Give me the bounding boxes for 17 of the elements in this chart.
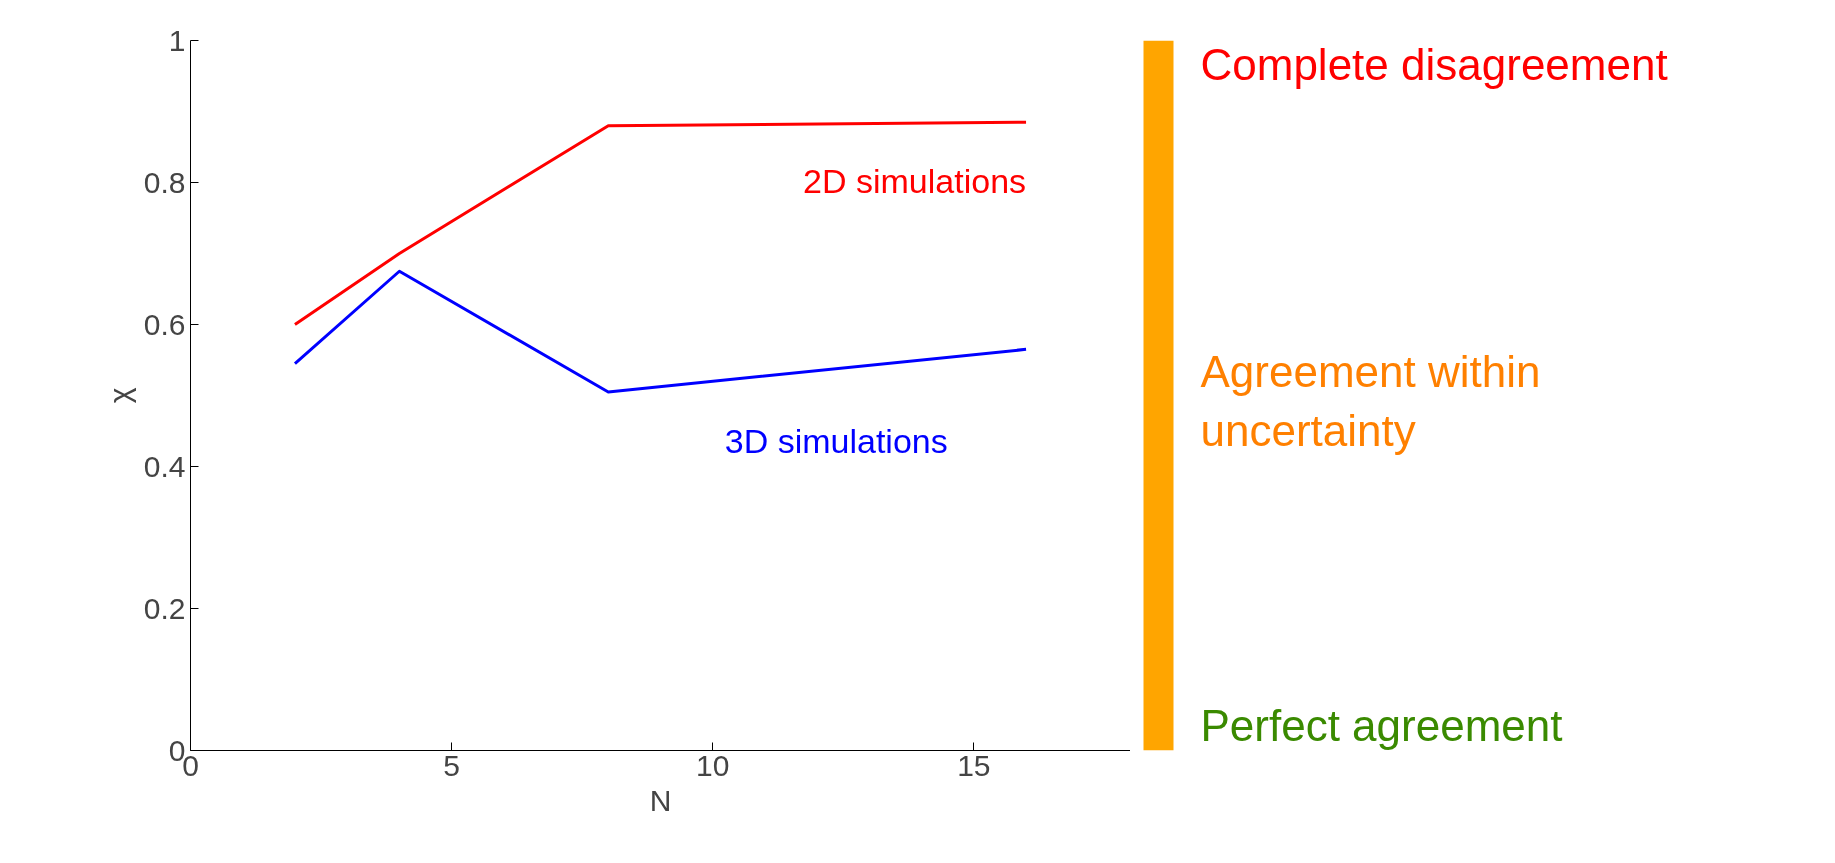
text: Complete disagreement — [1200, 40, 1668, 90]
series-label: 2D simulations — [803, 162, 1027, 201]
text: Agreement within uncertainty — [1200, 346, 1541, 455]
y-tick-label: 1 — [168, 23, 186, 57]
y-tick-label: 0.8 — [143, 165, 186, 199]
x-tick-label: 5 — [443, 748, 460, 782]
y-tick-label: 0.6 — [143, 307, 186, 341]
y-tick-label: 0.4 — [143, 449, 186, 483]
x-tick-label: 10 — [696, 748, 730, 782]
y-axis-title: χ — [102, 387, 136, 404]
line-series — [293, 120, 1028, 326]
series-label: 3D simulations — [724, 421, 948, 460]
x-axis-title: N — [649, 783, 672, 817]
text: Perfect agreement — [1200, 701, 1563, 751]
x-tick-label: 15 — [957, 748, 991, 782]
line-series — [293, 269, 1028, 394]
y-tick-label: 0.2 — [143, 591, 186, 625]
